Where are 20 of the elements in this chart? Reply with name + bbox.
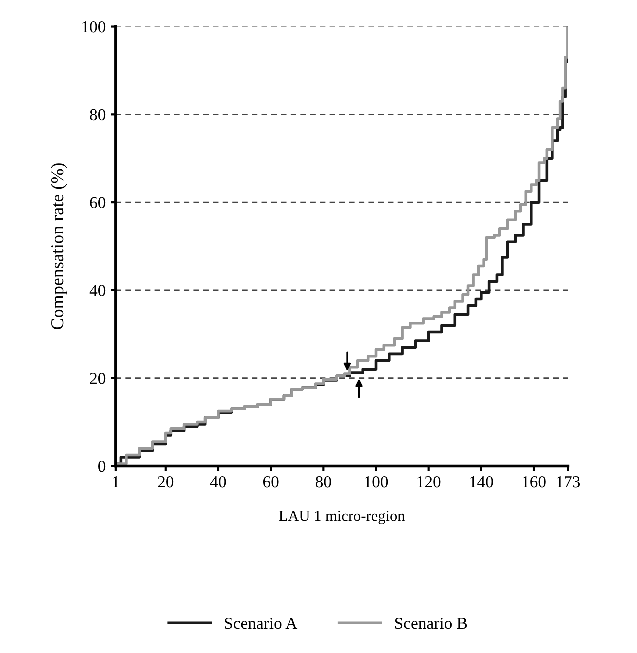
x-axis-title: LAU 1 micro-region — [279, 510, 406, 524]
y-tick-label: 100 — [82, 21, 106, 33]
legend-label: Scenario B — [395, 618, 468, 630]
y-axis-title: Compensation rate (%) — [50, 164, 68, 330]
y-tick-label: 80 — [90, 109, 106, 121]
y-tick-label: 20 — [90, 373, 106, 384]
x-tick-label: 173 — [557, 476, 580, 488]
x-tick-label: 80 — [316, 476, 332, 488]
x-tick-label: 100 — [365, 476, 388, 488]
x-tick-label: 140 — [470, 476, 494, 488]
x-tick-label: 160 — [522, 476, 546, 488]
x-tick-label: 60 — [263, 476, 279, 488]
y-tick-label: 60 — [90, 197, 106, 209]
x-tick-label: 20 — [158, 476, 174, 488]
x-tick-label: 120 — [418, 476, 441, 488]
legend-label: Scenario A — [225, 618, 298, 630]
y-tick-label: 0 — [98, 460, 106, 472]
x-tick-label: 40 — [210, 476, 226, 488]
y-tick-label: 40 — [90, 285, 106, 296]
x-tick-label: 1 — [113, 476, 120, 488]
